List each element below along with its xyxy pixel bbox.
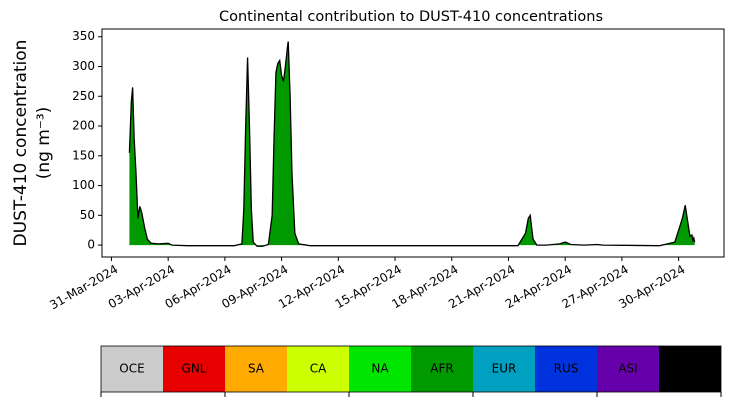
colorbar-cell (225, 346, 287, 392)
colorbar-cell (101, 346, 163, 392)
y-axis-label: (ng m⁻³) (34, 107, 54, 180)
y-tick-label: 300 (72, 59, 95, 73)
colorbar-cell (597, 346, 659, 392)
colorbar-cell (411, 346, 473, 392)
colorbar-cell (535, 346, 597, 392)
colorbar-label: GNL (182, 362, 207, 376)
colorbar-cell (659, 346, 721, 392)
colorbar-cell (349, 346, 411, 392)
y-tick-label: 100 (72, 178, 95, 192)
chart-title: Continental contribution to DUST-410 con… (219, 9, 603, 25)
y-axis-label: DUST-410 concentration (11, 40, 31, 247)
colorbar-cell (163, 346, 225, 392)
colorbar-cell (287, 346, 349, 392)
colorbar-label: AUS (678, 362, 703, 376)
colorbar-label: AFR (430, 362, 453, 376)
colorbar-label: ASI (618, 362, 637, 376)
area-fill (129, 41, 695, 247)
y-tick-label: 50 (80, 208, 95, 222)
colorbar-label: RUS (554, 362, 579, 376)
colorbar-label: SA (248, 362, 265, 376)
colorbar-label: NA (371, 362, 389, 376)
y-tick-label: 250 (72, 89, 95, 103)
colorbar-frame (100, 345, 722, 393)
y-tick-label: 200 (72, 119, 95, 133)
colorbar-label: CA (310, 362, 327, 376)
colorbar-label: OCE (119, 362, 144, 376)
y-tick-label: 0 (87, 238, 95, 252)
y-tick-label: 150 (72, 148, 95, 162)
y-tick-label: 350 (72, 29, 95, 43)
colorbar-label: EUR (492, 362, 517, 376)
series-line (128, 41, 696, 247)
plot-frame (101, 28, 725, 258)
colorbar-cell (473, 346, 535, 392)
